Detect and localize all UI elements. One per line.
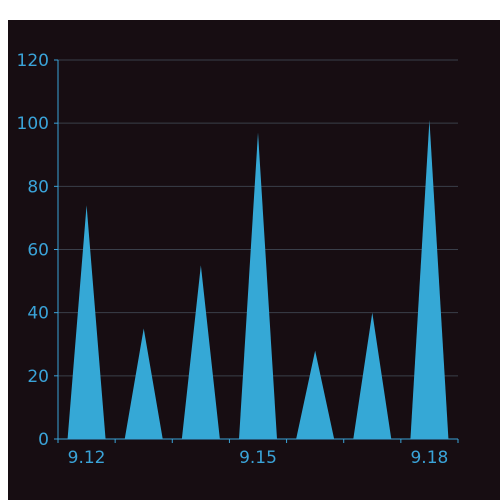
y-tick-label-0: 0 bbox=[38, 430, 49, 450]
x-tick-label-9.15: 9.15 bbox=[239, 448, 277, 468]
axes bbox=[54, 59, 459, 443]
bar-9.17 bbox=[353, 312, 392, 439]
bar-9.13 bbox=[124, 328, 163, 439]
y-tick-label-40: 40 bbox=[27, 304, 49, 324]
y-tick-label-80: 80 bbox=[27, 177, 49, 197]
y-tick-label-100: 100 bbox=[17, 114, 49, 134]
x-tick-label-9.12: 9.12 bbox=[68, 448, 106, 468]
bars bbox=[67, 120, 449, 439]
y-tick-label-20: 20 bbox=[27, 367, 49, 387]
bar-9.16 bbox=[296, 350, 335, 439]
tick-labels: 0 20 40 60 80 100 120 9.12 9.15 9.18 bbox=[17, 51, 449, 468]
bar-9.18 bbox=[410, 120, 449, 439]
y-tick-label-120: 120 bbox=[17, 51, 49, 71]
bar-9.15 bbox=[239, 132, 277, 439]
y-tick-label-60: 60 bbox=[27, 241, 49, 261]
x-tick-label-9.18: 9.18 bbox=[410, 448, 448, 468]
bar-9.14 bbox=[181, 265, 220, 439]
bar-9.12 bbox=[67, 205, 106, 439]
